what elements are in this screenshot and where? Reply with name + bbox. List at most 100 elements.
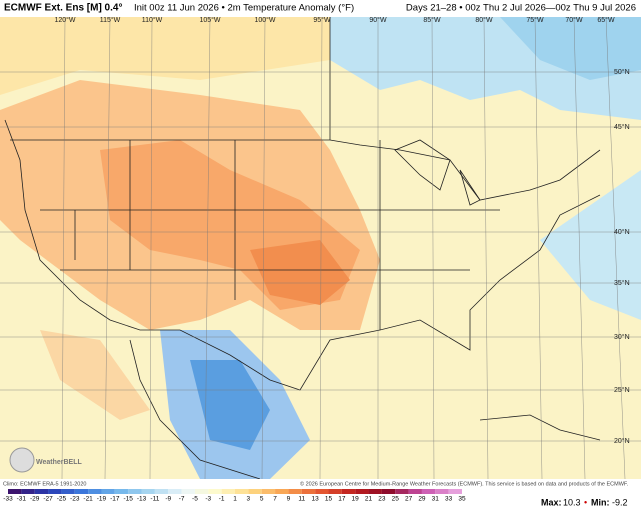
latitude-labels: 50°N 45°N 40°N 35°N 30°N 25°N 20°N (614, 68, 630, 445)
colorbar-label: -11 (150, 496, 159, 503)
separator: • (584, 497, 587, 507)
longitude-labels: 120°W 115°W 110°W 105°W 100°W 95°W 90°W 85°W 80°… (54, 16, 615, 24)
color-swatch (74, 489, 89, 494)
colorbar-label: 1 (233, 496, 237, 503)
latitude-label: 40°N (614, 228, 630, 236)
subtitle: Init 00z 11 Jun 2026 • 2m Temperature An… (134, 3, 354, 14)
colorbar-label: 5 (260, 496, 264, 503)
min-label: Min: (591, 497, 610, 507)
longitude-label: 115°W (100, 16, 121, 24)
anomaly-hot (250, 240, 350, 305)
color-swatch (381, 489, 396, 494)
colorbar-label: 11 (298, 496, 305, 503)
longitude-label: 110°W (142, 16, 163, 24)
colorbar-label: 27 (405, 496, 413, 503)
colorbar-label: -7 (179, 496, 185, 503)
logo: WeatherBELL (36, 459, 82, 466)
min-value: -9.2 (612, 497, 628, 507)
longitude-label: 100°W (254, 16, 275, 24)
colorbar-label: -1 (219, 496, 225, 503)
color-swatch (341, 489, 356, 494)
latitude-label: 20°N (614, 437, 630, 445)
longitude-label: 70°W (565, 16, 583, 24)
colorbar-label: -27 (43, 496, 53, 503)
colorbar-label: 17 (338, 496, 346, 503)
color-swatch (34, 489, 49, 494)
color-swatch (288, 489, 302, 494)
longitude-label: 90°W (369, 16, 387, 24)
colorbar-label: -21 (83, 496, 93, 503)
max-value: 10.3 (563, 497, 581, 507)
colorbar-label: 33 (445, 496, 453, 503)
color-swatch (448, 489, 462, 494)
longitude-label: 95°W (313, 16, 331, 24)
colorbar-label: -17 (110, 496, 120, 503)
latitude-label: 25°N (614, 386, 630, 394)
color-swatch (21, 489, 35, 494)
colorbar: -33 -31 -29 -27 -25 -23 -21 -19 -17 -15 -13 -11 -9 -7… (3, 489, 466, 503)
color-swatch (261, 489, 276, 494)
anomaly-warm-baja (40, 330, 150, 420)
colorbar-label: -13 (137, 496, 147, 503)
color-swatch (181, 489, 195, 494)
longitude-label: 80°W (475, 16, 493, 24)
color-swatch (101, 489, 115, 494)
boundaries (4, 17, 601, 479)
color-swatch (48, 489, 62, 494)
color-swatch (8, 489, 22, 494)
color-swatch (235, 489, 249, 494)
colorbar-label: 7 (273, 496, 277, 503)
color-swatch (368, 489, 382, 494)
color-swatch (395, 489, 409, 494)
color-swatch (114, 489, 129, 494)
colorbar-label: -31 (17, 496, 27, 503)
longitude-label: 105°W (199, 16, 220, 24)
colorbar-label: 9 (287, 496, 291, 503)
colorbar-label: -29 (30, 496, 40, 503)
color-swatch (168, 489, 182, 494)
title: ECMWF Ext. Ens [M] 0.4° (4, 3, 122, 14)
colorbar-label: 3 (247, 496, 251, 503)
latitude-label: 30°N (614, 333, 630, 341)
climo-note: Climo: ECMWF ERA-5 1991-2020 (3, 481, 86, 487)
color-swatch (88, 489, 102, 494)
colorbar-label: 25 (392, 496, 400, 503)
colorbar-label: -25 (57, 496, 67, 503)
color-swatch (355, 489, 369, 494)
color-swatch (208, 489, 222, 494)
color-swatch (328, 489, 342, 494)
colorbar-label: 31 (432, 496, 440, 503)
colorbar-label: -15 (123, 496, 133, 503)
longitude-label: 85°W (423, 16, 441, 24)
colorbar-label: 19 (352, 496, 360, 503)
color-swatch (301, 489, 316, 494)
anomaly-cold (190, 360, 270, 450)
color-swatch (221, 489, 235, 494)
colorbar-label: 35 (458, 496, 466, 503)
colorbar-label: -23 (70, 496, 80, 503)
color-swatch (408, 489, 422, 494)
credit: © 2026 European Centre for Medium-Range … (300, 480, 629, 487)
color-swatch (435, 489, 449, 494)
color-swatch (154, 489, 169, 494)
map: 120°W 115°W 110°W 105°W 100°W 95°W 90°W 85°W 80°… (0, 16, 641, 479)
longitude-label: 120°W (54, 16, 75, 24)
color-swatch (61, 489, 75, 494)
color-swatch (128, 489, 142, 494)
colorbar-label: 13 (312, 496, 320, 503)
colorbar-label: -9 (165, 496, 171, 503)
color-swatch (141, 489, 155, 494)
colorbar-label: -3 (205, 496, 211, 503)
colorbar-label: 23 (378, 496, 386, 503)
color-swatch (275, 489, 289, 494)
longitude-label: 75°W (526, 16, 544, 24)
latitude-label: 45°N (614, 123, 630, 131)
color-swatch (194, 489, 209, 494)
colorbar-label: -19 (97, 496, 107, 503)
colorbar-label: 21 (365, 496, 373, 503)
latitude-label: 35°N (614, 279, 630, 287)
logo-badge (9, 447, 35, 473)
graticule (0, 17, 641, 479)
longitude-label: 65°W (597, 16, 615, 24)
